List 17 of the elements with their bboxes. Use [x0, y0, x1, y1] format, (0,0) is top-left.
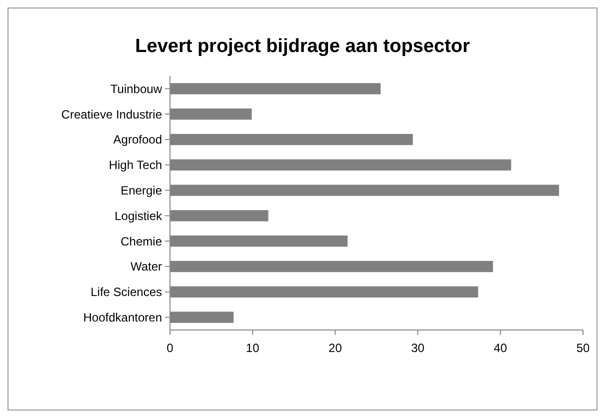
y-tick-label: Water [130, 260, 162, 274]
y-tick-label: Chemie [120, 234, 162, 248]
x-tick-label: 30 [411, 341, 425, 355]
y-tick-label: Creatieve Industrie [61, 107, 162, 122]
y-tick-label: High Tech [108, 158, 162, 172]
x-tick-label: 50 [576, 341, 590, 355]
x-tick-label: 10 [246, 341, 260, 355]
x-tick-label: 0 [166, 341, 174, 355]
y-tick-label: Agrofood [113, 132, 162, 147]
chart-title: Levert project bijdrage aan topsector [135, 36, 470, 57]
x-tick-label: 20 [328, 341, 342, 355]
y-tick-label: Hoofdkantoren [83, 310, 162, 324]
x-tick-label: 40 [494, 341, 508, 355]
y-tick-label: Energie [120, 184, 162, 198]
y-tick-label: Logistiek [114, 208, 163, 223]
y-tick-label: Life Sciences [90, 285, 162, 300]
y-tick-label: Tuinbouw [110, 82, 162, 96]
